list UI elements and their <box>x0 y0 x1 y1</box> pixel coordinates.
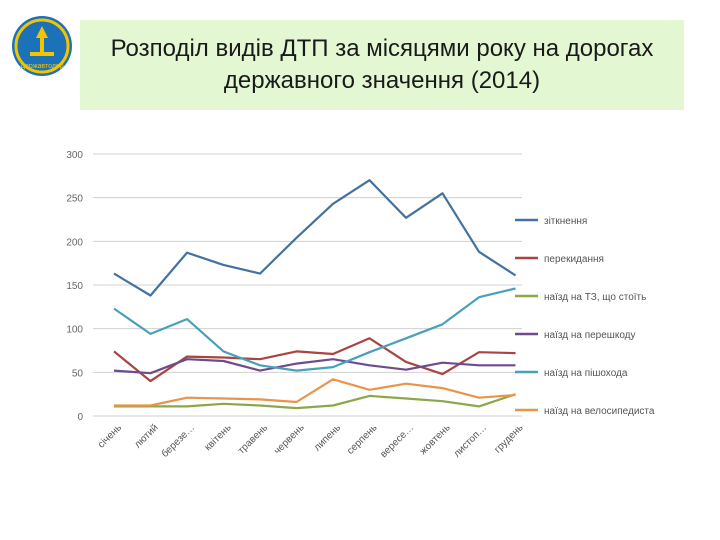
x-tick-label: жовтень <box>418 422 453 457</box>
x-tick-label: квітень <box>203 422 234 453</box>
y-tick-label: 150 <box>66 281 83 292</box>
logo-ring <box>14 18 70 74</box>
x-tick-label: січень <box>96 422 124 450</box>
series-line-2 <box>113 337 516 383</box>
legend-label: наїзд на велосипедиста <box>544 406 655 417</box>
x-tick-label: вересе… <box>378 422 416 460</box>
series-line-3 <box>114 393 516 410</box>
logo: Державтодор <box>12 16 72 76</box>
series-line-5 <box>113 287 516 372</box>
page-title: Розподіл видів ДТП за місяцями року на д… <box>110 35 654 94</box>
series-line-4 <box>113 358 516 375</box>
legend-label: наїзд на перешкоду <box>544 330 636 341</box>
logo-mark <box>30 26 54 56</box>
legend-label: наїзд на пішохода <box>544 368 628 379</box>
legend-label: перекидання <box>544 254 604 265</box>
x-tick-label: травень <box>236 422 270 456</box>
legend-label: наїзд на ТЗ, що стоїть <box>544 292 646 303</box>
x-tick-label: грудень <box>492 422 525 455</box>
title-box: Розподіл видів ДТП за місяцями року на д… <box>80 20 684 110</box>
series-line-6 <box>114 378 516 407</box>
logo-text: Державтодор <box>20 63 64 70</box>
y-tick-label: 300 <box>66 150 83 161</box>
x-tick-label: серпень <box>345 422 380 457</box>
y-tick-label: 50 <box>72 368 84 379</box>
series-line-1 <box>113 179 517 297</box>
x-tick-label: березе… <box>159 422 197 460</box>
y-tick-label: 100 <box>66 325 83 336</box>
y-tick-label: 0 <box>77 412 83 423</box>
x-tick-label: листоп… <box>452 422 489 459</box>
y-tick-label: 200 <box>66 237 83 248</box>
x-tick-label: лютий <box>132 422 160 450</box>
x-tick-label: липень <box>312 422 343 453</box>
y-tick-label: 250 <box>66 194 83 205</box>
x-tick-label: червень <box>272 422 307 457</box>
legend-label: зіткнення <box>544 216 587 227</box>
